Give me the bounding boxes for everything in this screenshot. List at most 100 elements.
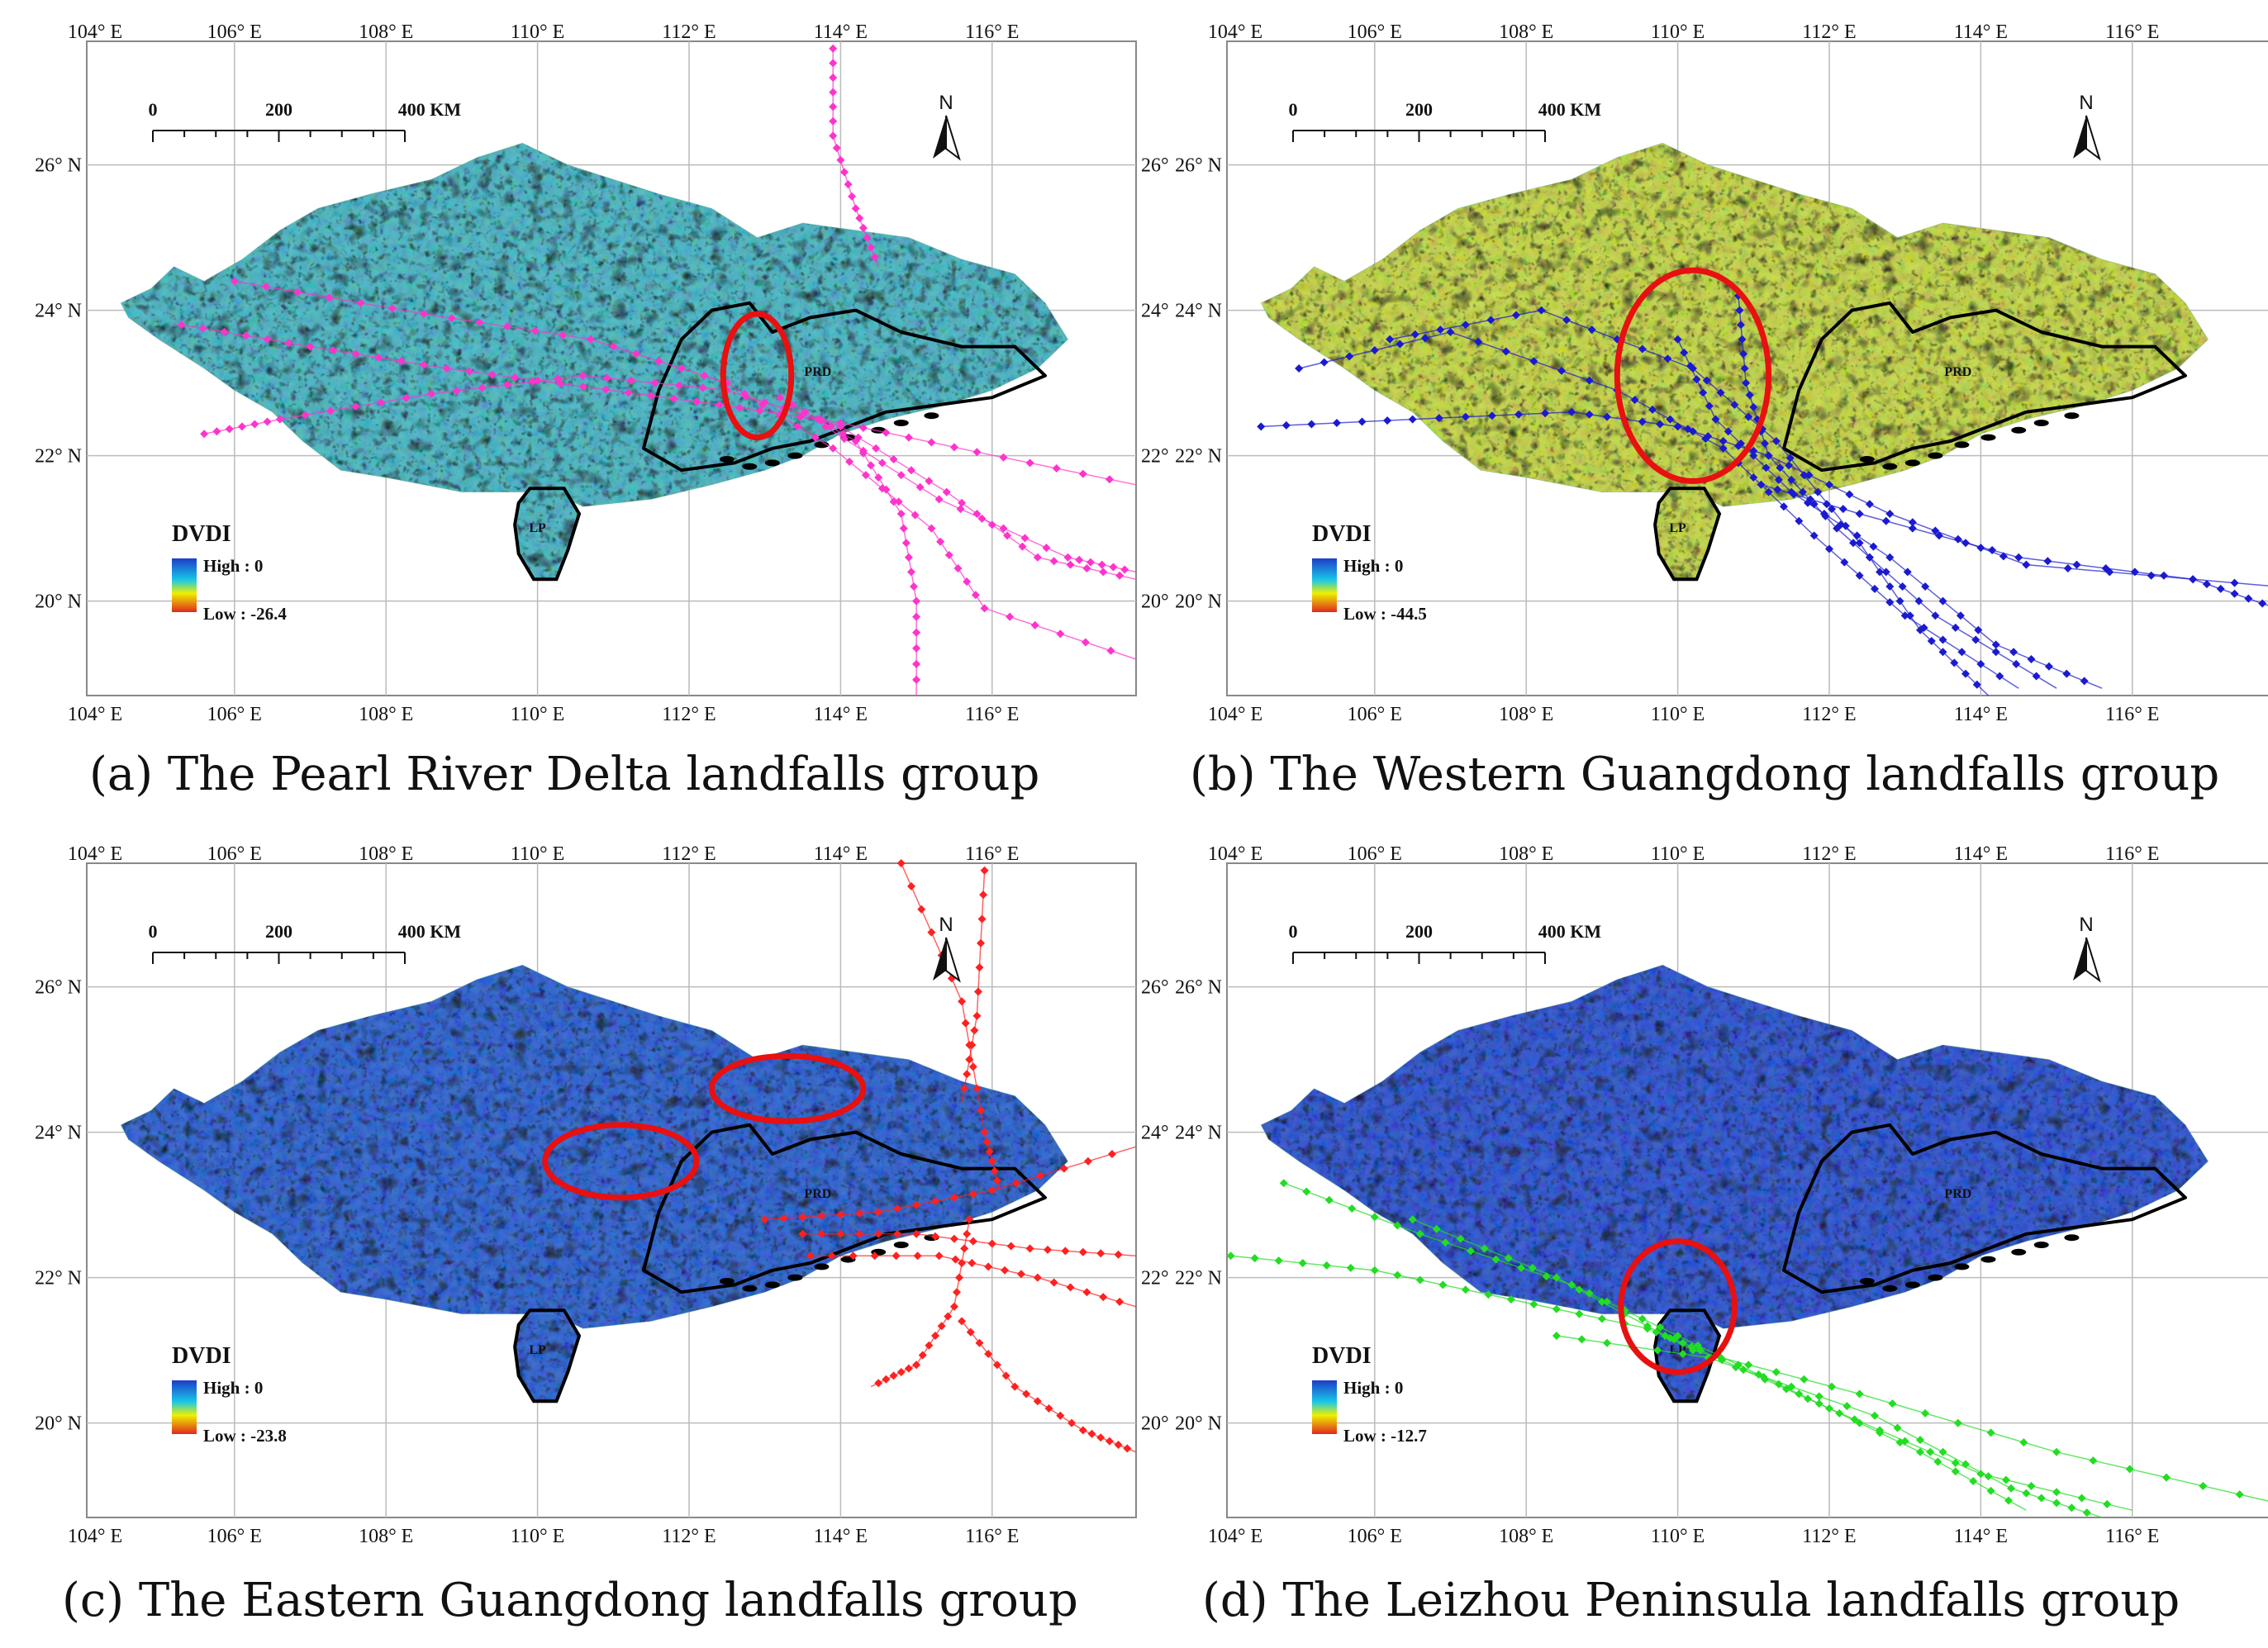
track-point	[225, 425, 234, 434]
prd-boundary	[1782, 1123, 2187, 1294]
track-point	[904, 553, 913, 562]
track-point	[1279, 1179, 1288, 1188]
track-point	[1865, 553, 1874, 562]
coastal-island	[1980, 1256, 1996, 1263]
track-point	[1749, 473, 1758, 482]
track-point	[1322, 1261, 1331, 1270]
lat-label-right: 26°	[1141, 155, 1169, 177]
track-point	[1926, 1447, 1935, 1456]
lon-label-top: 114° E	[1954, 843, 2008, 865]
coastal-island	[742, 463, 758, 470]
track-point	[913, 1251, 922, 1261]
track-point	[1673, 1332, 1682, 1340]
track-point	[1506, 1295, 1515, 1304]
track-point	[1785, 461, 1794, 470]
scale-label-400: 400 KM	[398, 99, 462, 120]
track-point	[889, 455, 898, 463]
track-point	[1885, 598, 1895, 607]
track-point	[1066, 1283, 1075, 1292]
track-point	[1386, 335, 1395, 344]
track-point	[1075, 555, 1084, 564]
track-point	[1042, 544, 1051, 553]
track-point	[2077, 1494, 2086, 1503]
track-point	[858, 423, 868, 432]
lon-label-top: 108° E	[1499, 21, 1553, 43]
track-point	[1737, 439, 1746, 448]
track-point	[1855, 1418, 1864, 1427]
track-point	[1950, 658, 1959, 667]
legend-low: Low : -44.5	[1343, 604, 1427, 624]
north-arrow-icon	[933, 116, 946, 159]
track-point	[1852, 531, 1861, 540]
track-point	[1678, 1350, 1687, 1358]
track-point	[832, 144, 841, 153]
track-point	[1845, 490, 1854, 499]
track-point	[836, 422, 845, 431]
lat-label-left: 24° N	[1175, 301, 1222, 322]
track-point	[968, 1041, 977, 1049]
track-point	[911, 511, 920, 520]
track-point	[934, 495, 944, 504]
lon-label-top: 104° E	[68, 843, 122, 865]
coastal-island	[719, 1278, 735, 1285]
track-point	[1885, 553, 1895, 562]
track-point	[1302, 1187, 1311, 1196]
coastal-island	[1904, 1281, 1920, 1289]
track-point	[958, 1317, 967, 1326]
legend-ramp	[172, 1380, 197, 1434]
track-point	[631, 349, 640, 359]
lon-label-top: 112° E	[1802, 843, 1856, 865]
track-point	[554, 374, 563, 383]
lon-label-top: 110° E	[1651, 843, 1705, 865]
track-point	[912, 596, 921, 606]
track-point	[1552, 1304, 1561, 1313]
track-point	[1692, 375, 1701, 384]
track-point	[329, 346, 338, 354]
track-point	[1898, 582, 1907, 591]
lon-label-top: 104° E	[1208, 843, 1262, 865]
track-point	[351, 402, 360, 411]
track-point	[1107, 1150, 1116, 1158]
region-outline	[1260, 142, 2209, 507]
track-point	[877, 484, 887, 493]
track-point	[1067, 1418, 1077, 1427]
track-point	[949, 1302, 958, 1311]
track-point	[650, 378, 659, 387]
track-point	[1120, 565, 1129, 574]
track-point	[1900, 611, 1909, 620]
track-point	[1653, 1346, 1662, 1355]
legend-ramp	[1312, 1380, 1337, 1434]
highlight-ellipse	[708, 1052, 867, 1124]
track-point	[1711, 415, 1720, 424]
lon-label-bottom: 116° E	[965, 1526, 1019, 1547]
track-point	[1123, 1444, 1132, 1453]
track-point	[1456, 1234, 1465, 1243]
track-point	[1638, 1314, 1647, 1323]
track-point	[1020, 534, 1029, 543]
track-point	[855, 1209, 864, 1218]
track-point	[1683, 425, 1692, 434]
track-point	[1871, 584, 1880, 593]
track-point	[1446, 328, 1455, 336]
track-point	[325, 293, 334, 302]
track-point	[1731, 1363, 1740, 1372]
legend-low: Low : -23.8	[203, 1426, 287, 1446]
lon-label-bottom: 110° E	[511, 704, 564, 725]
track-point	[1771, 437, 1781, 445]
lon-label-top: 112° E	[662, 843, 716, 865]
track-point	[1484, 1290, 1493, 1299]
track-point	[1764, 451, 1773, 460]
track-point	[918, 1351, 927, 1360]
track-point	[960, 1084, 969, 1093]
track-point	[912, 1200, 921, 1209]
track-point	[452, 387, 461, 396]
map-panel-c: PRD LP 104° E 104° E 106° E 106° E 108° E 108° …	[35, 843, 1169, 1547]
track-point	[1764, 487, 1773, 496]
track-point	[951, 1255, 960, 1264]
track-point	[1226, 1251, 1235, 1261]
track-point	[999, 453, 1008, 462]
lon-label-top: 114° E	[1954, 21, 2008, 43]
track-point	[1849, 539, 1858, 548]
track-point	[1908, 518, 1917, 527]
track-point	[1814, 1399, 1823, 1408]
